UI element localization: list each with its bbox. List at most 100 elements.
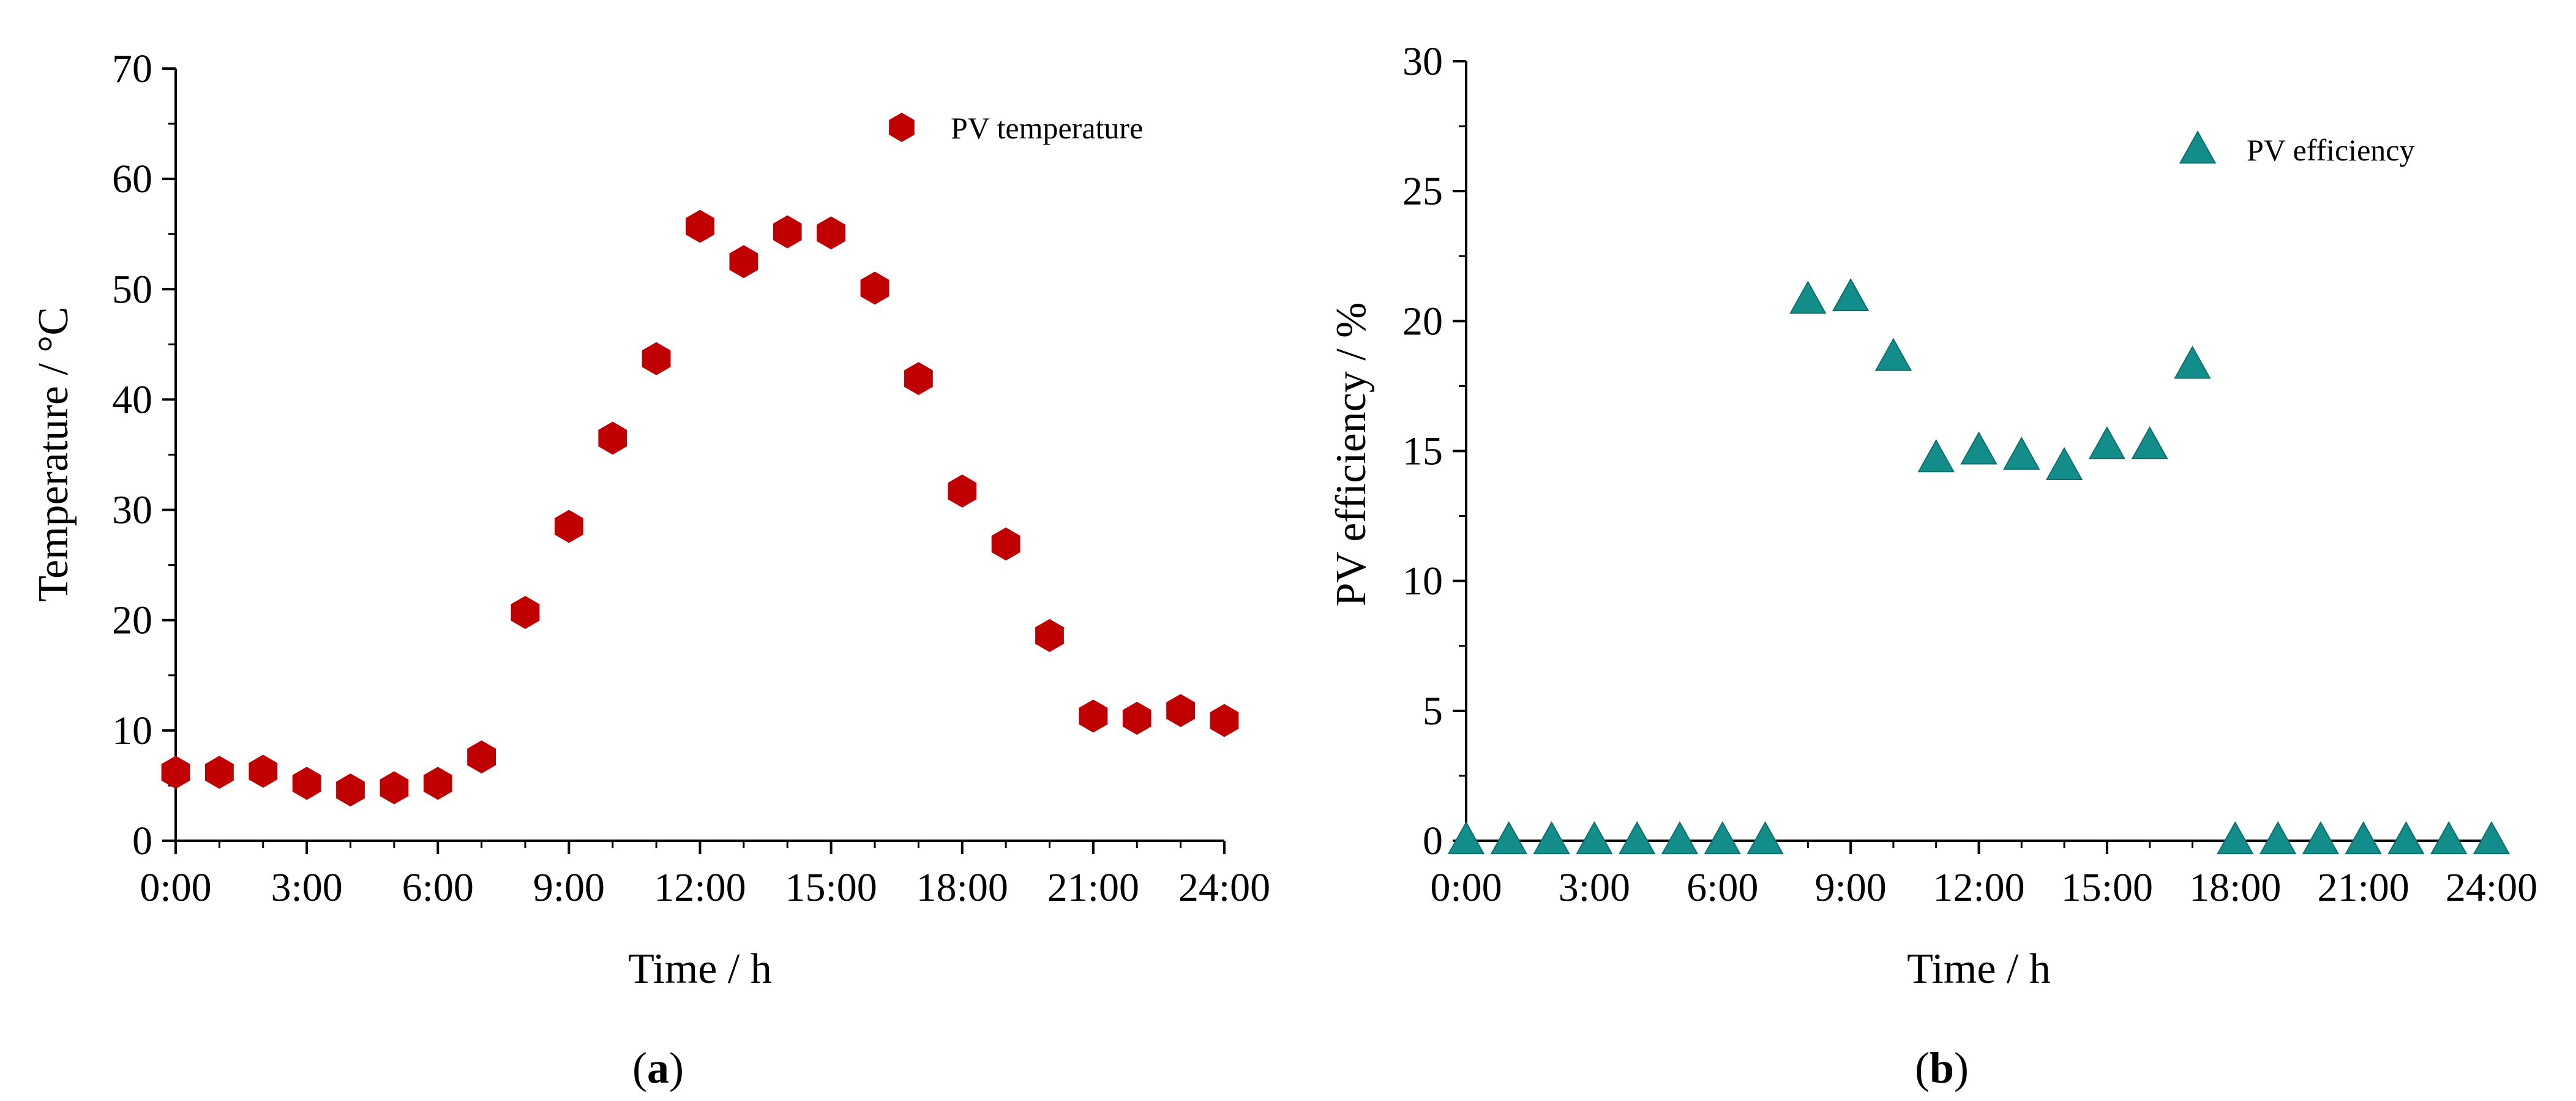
x-axis-label: Time / h bbox=[1907, 945, 2051, 993]
data-point bbox=[1210, 704, 1239, 737]
y-tick-label: 50 bbox=[112, 267, 152, 312]
data-point bbox=[1832, 278, 1870, 312]
data-point bbox=[380, 771, 409, 805]
data-point bbox=[249, 754, 278, 788]
data-point bbox=[1122, 702, 1151, 735]
chart-panel-b: 0 5 10 15 20 25 30 0:00 3:00 6:00 9:00 12:00 15:00 18… bbox=[1328, 39, 2537, 1092]
x-axis-label: Time / h bbox=[628, 945, 772, 993]
data-point bbox=[2045, 446, 2083, 480]
y-tick-label: 60 bbox=[112, 157, 152, 201]
x-tick-label: 12:00 bbox=[1933, 865, 2024, 910]
data-point bbox=[1618, 821, 1656, 854]
y-tick-label: 30 bbox=[1402, 39, 1443, 84]
data-point bbox=[1490, 821, 1527, 854]
y-tick-label: 10 bbox=[112, 708, 152, 753]
data-point bbox=[423, 767, 452, 800]
data-point bbox=[598, 421, 627, 455]
y-tick-label: 15 bbox=[1402, 429, 1443, 474]
data-point bbox=[773, 215, 802, 249]
data-point bbox=[2345, 821, 2382, 854]
y-tick-label: 30 bbox=[112, 488, 152, 533]
data-point bbox=[1035, 618, 1064, 652]
data-point bbox=[1789, 280, 1827, 314]
y-tick-label: 20 bbox=[112, 598, 152, 643]
y-tick-label: 20 bbox=[1402, 299, 1443, 344]
legend-marker bbox=[2179, 130, 2217, 163]
data-point bbox=[205, 756, 234, 789]
x-tick-label: 15:00 bbox=[2061, 865, 2153, 910]
data-point bbox=[2003, 436, 2040, 470]
legend-marker bbox=[889, 113, 915, 142]
x-tick-label: 18:00 bbox=[916, 865, 1008, 910]
legend-label: PV temperature bbox=[951, 111, 1143, 145]
panel-label-close: ) bbox=[669, 1043, 684, 1092]
x-tick-label: 21:00 bbox=[2317, 865, 2409, 910]
data-point bbox=[2430, 821, 2468, 854]
data-point bbox=[2259, 821, 2297, 854]
x-tick-label: 0:00 bbox=[1430, 865, 1502, 910]
data-point bbox=[336, 773, 365, 807]
y-axis-label: PV efficiency / % bbox=[1328, 302, 1375, 606]
y-tick-label: 5 bbox=[1423, 689, 1443, 734]
x-tick-label: 24:00 bbox=[1178, 865, 1270, 910]
panel-label-open: ( bbox=[632, 1043, 647, 1092]
data-point bbox=[642, 342, 671, 375]
data-point bbox=[292, 767, 321, 800]
data-point bbox=[991, 527, 1020, 561]
data-point bbox=[686, 209, 714, 243]
data-point bbox=[1166, 694, 1195, 727]
data-point bbox=[729, 245, 758, 279]
data-point bbox=[161, 756, 190, 789]
data-point bbox=[2217, 821, 2254, 854]
panel-label-close: ) bbox=[1954, 1043, 1969, 1092]
data-point bbox=[1533, 821, 1570, 854]
y-tick-label: 0 bbox=[1423, 819, 1443, 863]
y-tick-label: 10 bbox=[1402, 559, 1443, 604]
panel-label: (a) bbox=[632, 1043, 684, 1092]
data-point bbox=[904, 362, 933, 396]
data-point bbox=[948, 474, 977, 508]
data-point bbox=[1447, 821, 1485, 854]
y-tick-label: 70 bbox=[112, 47, 152, 91]
data-point bbox=[1704, 821, 1741, 854]
y-axis-label: Temperature / °C bbox=[30, 307, 77, 602]
y-tick-label: 25 bbox=[1402, 169, 1443, 214]
data-point bbox=[2174, 345, 2211, 379]
x-tick-label: 9:00 bbox=[533, 865, 605, 910]
x-tick-label: 0:00 bbox=[140, 865, 211, 910]
data-point bbox=[1079, 699, 1108, 733]
data-point bbox=[1576, 821, 1613, 854]
data-point bbox=[467, 740, 496, 774]
x-tick-label: 3:00 bbox=[271, 865, 342, 910]
data-point bbox=[2302, 821, 2340, 854]
x-tick-label: 18:00 bbox=[2189, 865, 2281, 910]
x-tick-label: 6:00 bbox=[1687, 865, 1758, 910]
x-tick-label: 15:00 bbox=[785, 865, 877, 910]
data-point bbox=[1917, 439, 1955, 473]
data-point bbox=[1661, 821, 1699, 854]
legend-label: PV efficiency bbox=[2247, 133, 2414, 167]
panel-label-letter: b bbox=[1930, 1043, 1954, 1092]
data-point bbox=[860, 271, 889, 305]
data-point bbox=[555, 509, 583, 543]
x-tick-label: 6:00 bbox=[402, 865, 474, 910]
data-point bbox=[2131, 426, 2168, 460]
data-point bbox=[2088, 426, 2126, 460]
panel-label-open: ( bbox=[1915, 1043, 1930, 1092]
x-tick-label: 9:00 bbox=[1814, 865, 1886, 910]
chart-panel-a: 0 10 20 30 40 50 60 70 0:00 3:00 6:00 9:00 12:00 15:0… bbox=[30, 47, 1270, 1092]
x-tick-label: 24:00 bbox=[2446, 865, 2537, 910]
data-point bbox=[511, 596, 540, 629]
panel-label-letter: a bbox=[647, 1043, 669, 1092]
data-point bbox=[2473, 821, 2510, 854]
data-point bbox=[1960, 431, 1998, 465]
x-tick-label: 3:00 bbox=[1559, 865, 1630, 910]
panel-label: (b) bbox=[1915, 1043, 1969, 1092]
x-tick-label: 21:00 bbox=[1047, 865, 1139, 910]
data-point bbox=[1874, 337, 1912, 371]
x-tick-label: 12:00 bbox=[654, 865, 746, 910]
data-point bbox=[817, 216, 845, 250]
data-point bbox=[1747, 821, 1784, 854]
y-tick-label: 0 bbox=[132, 819, 152, 863]
